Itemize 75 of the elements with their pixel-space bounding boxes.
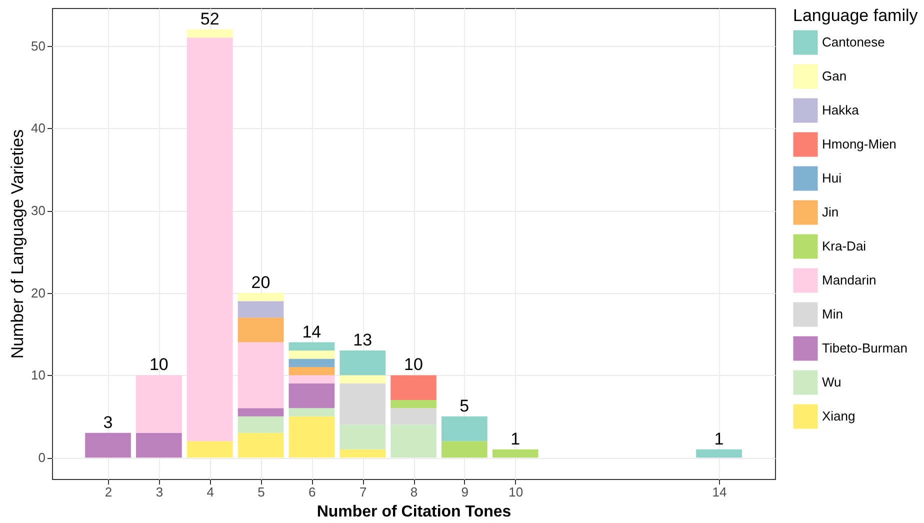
legend-label: Kra-Dai xyxy=(822,238,866,254)
y-tick-label: 10 xyxy=(31,368,46,383)
x-tick-label: 5 xyxy=(258,484,265,500)
legend-label: Cantonese xyxy=(822,34,885,50)
bar xyxy=(288,408,335,416)
bar xyxy=(288,342,335,351)
y-tick-label: 20 xyxy=(31,285,46,300)
total-label: 3 xyxy=(103,412,113,432)
x-tick-label: 3 xyxy=(156,484,164,500)
bar xyxy=(492,449,538,458)
bar xyxy=(696,449,742,458)
legend-label: Hakka xyxy=(822,102,860,118)
bar xyxy=(340,375,386,384)
bar xyxy=(442,416,488,442)
legend-label: Tibeto-Burman xyxy=(822,340,908,356)
bar xyxy=(238,318,284,342)
total-label: 20 xyxy=(251,272,270,292)
legend-label: Wu xyxy=(822,374,842,390)
total-label: 1 xyxy=(714,429,724,448)
x-tick-label: 9 xyxy=(461,484,469,500)
x-tick-label: 10 xyxy=(508,484,524,500)
total-label: 1 xyxy=(510,429,520,448)
total-label: 10 xyxy=(149,355,168,374)
bar xyxy=(238,292,284,302)
legend-label: Hui xyxy=(822,170,842,186)
y-tick-label: 30 xyxy=(31,203,46,218)
x-tick-label: 6 xyxy=(308,484,316,500)
bar xyxy=(186,38,233,442)
bar xyxy=(390,424,436,458)
legend-label: Xiang xyxy=(822,408,856,424)
bar xyxy=(288,350,335,359)
y-tick-label: 50 xyxy=(31,38,46,54)
bar xyxy=(288,416,335,458)
y-tick-label: 40 xyxy=(31,120,46,136)
bar xyxy=(288,375,335,384)
bar xyxy=(390,400,436,408)
bar xyxy=(136,432,182,458)
legend-label: Hmong-Mien xyxy=(822,136,896,152)
total-label: 5 xyxy=(460,396,470,416)
bar xyxy=(238,342,284,408)
bar xyxy=(288,367,335,376)
bar xyxy=(390,408,436,425)
total-label: 14 xyxy=(302,322,322,342)
x-tick-label: 2 xyxy=(104,484,112,500)
bar xyxy=(340,424,386,450)
bar xyxy=(390,375,436,400)
bar xyxy=(136,375,182,433)
bar xyxy=(238,432,284,458)
legend-title: Language family xyxy=(793,6,918,25)
legend-label: Mandarin xyxy=(822,272,876,288)
bar xyxy=(288,358,335,368)
bar xyxy=(238,416,284,433)
bar xyxy=(85,432,131,458)
x-tick-label: 4 xyxy=(206,484,214,500)
bar xyxy=(238,408,284,416)
y-axis-title: Number of Language Varieties xyxy=(8,129,28,359)
x-tick-label: 14 xyxy=(712,484,727,500)
total-label: 13 xyxy=(353,330,372,350)
x-axis-title: Number of Citation Tones xyxy=(316,504,512,520)
y-tick-label: 0 xyxy=(38,450,46,466)
total-label: 52 xyxy=(200,9,220,28)
bar xyxy=(340,350,386,376)
x-tick-label: 8 xyxy=(410,484,418,500)
x-tick-label: 7 xyxy=(359,484,367,500)
bar xyxy=(288,383,335,408)
legend-label: Min xyxy=(822,306,843,322)
bar xyxy=(442,441,488,458)
legend-label: Gan xyxy=(822,68,847,84)
bar xyxy=(186,29,233,38)
bar xyxy=(186,441,233,458)
legend-label: Jin xyxy=(822,204,839,220)
bar xyxy=(238,301,284,318)
bar xyxy=(340,449,386,458)
total-label: 10 xyxy=(404,355,423,374)
bar xyxy=(340,383,386,425)
